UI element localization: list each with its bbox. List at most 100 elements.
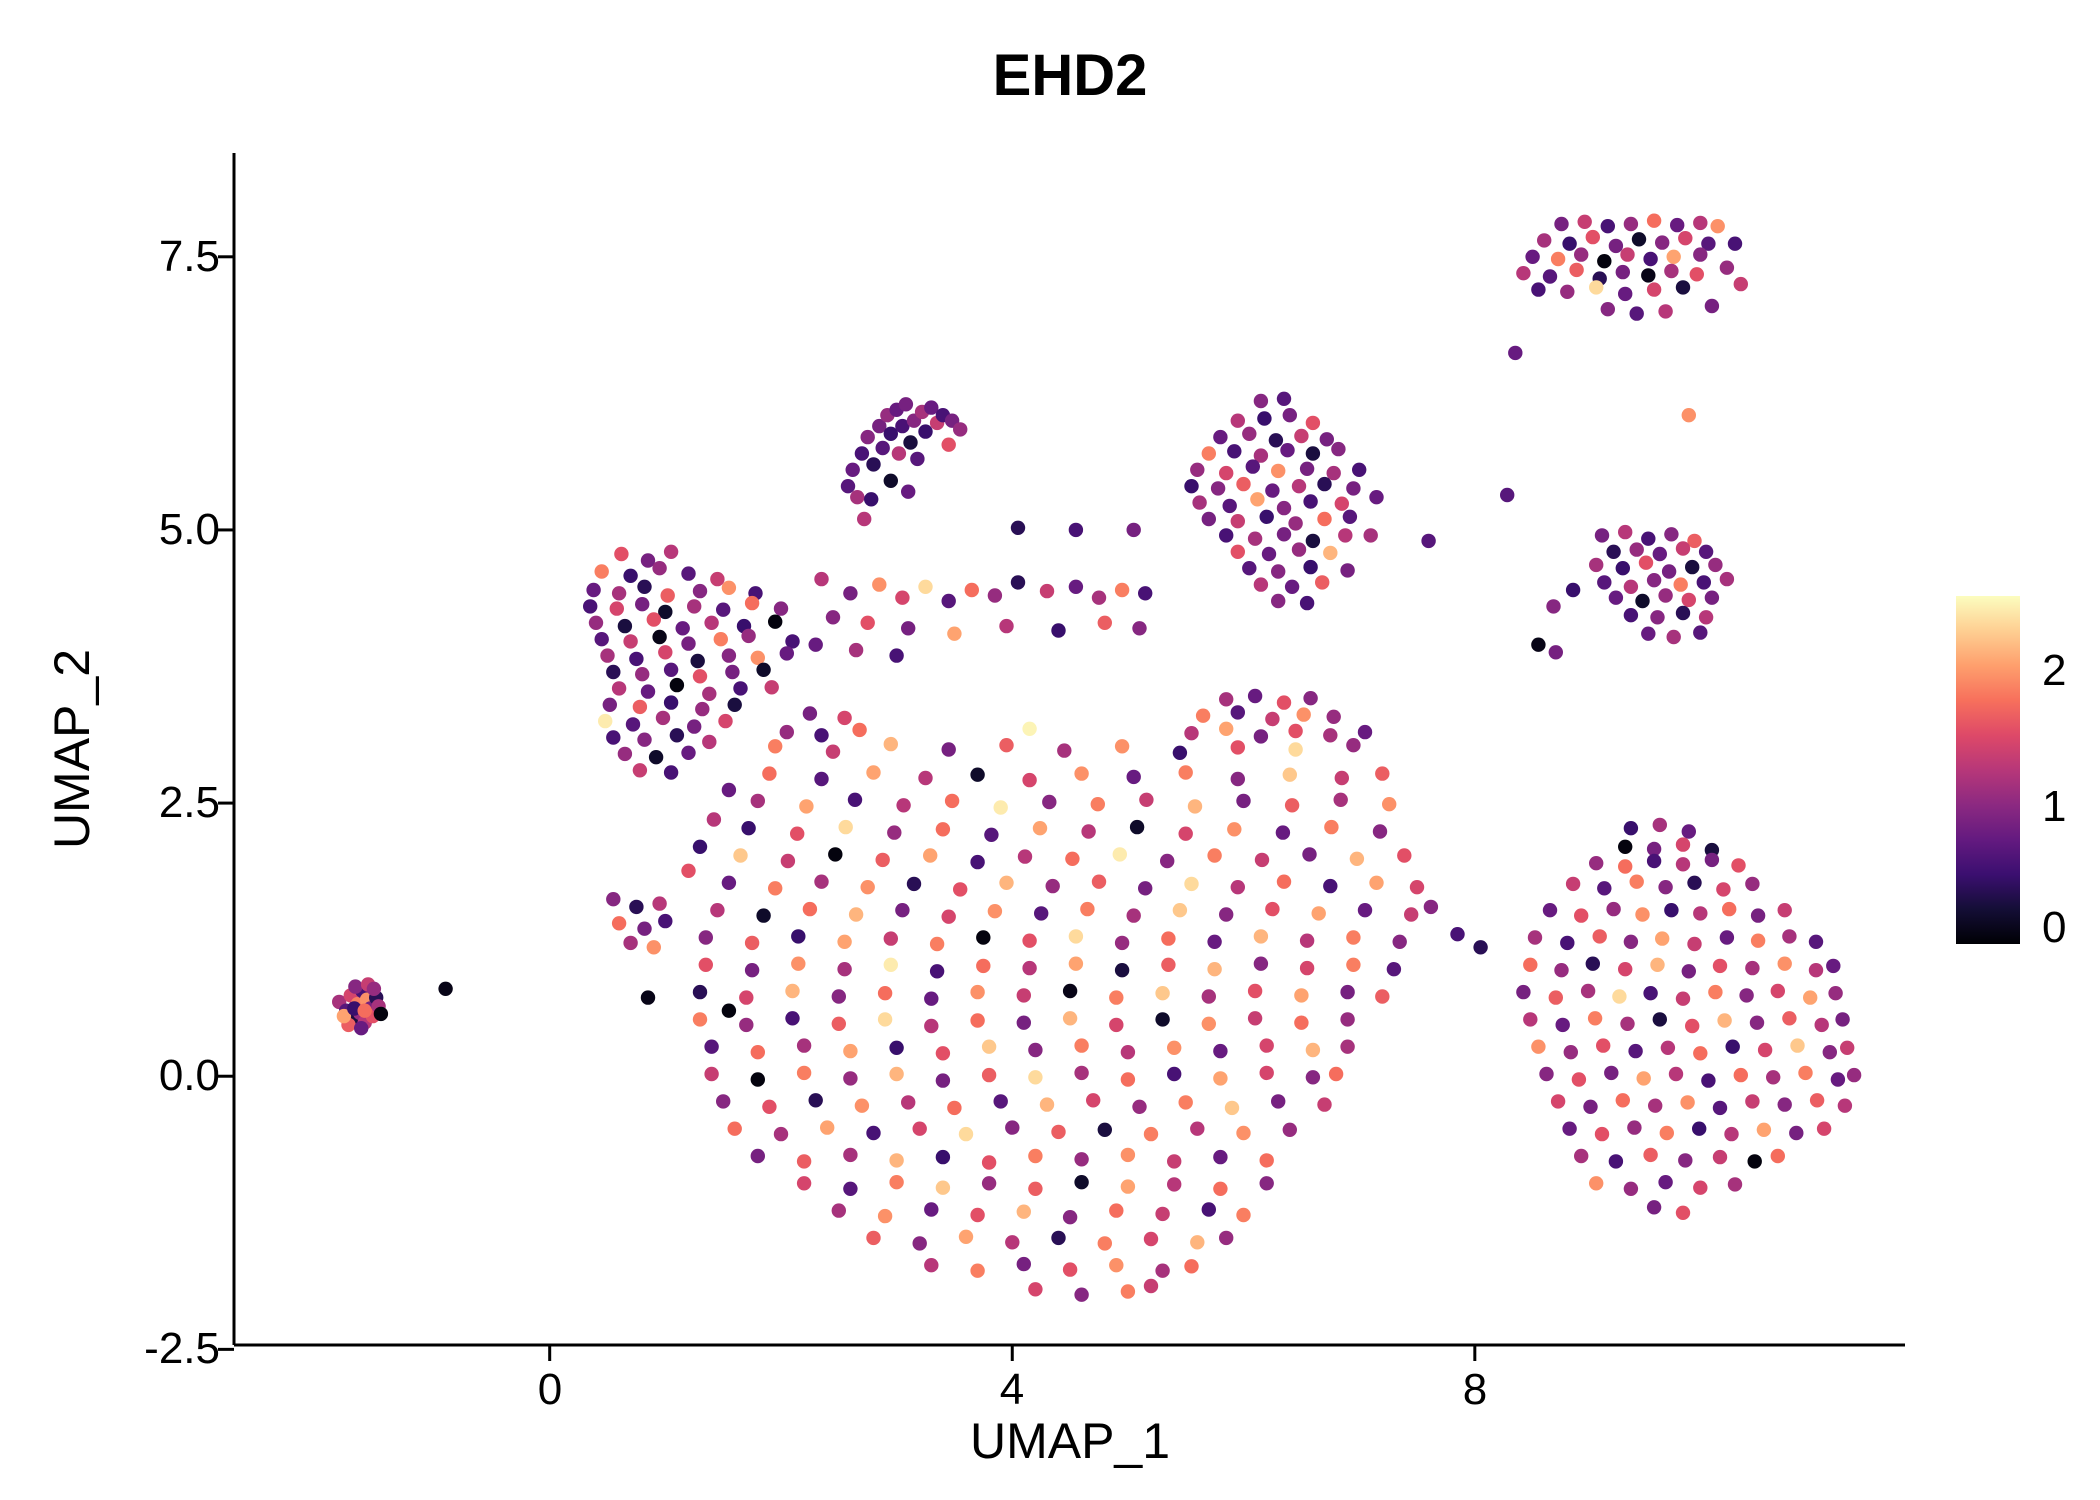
data-point bbox=[831, 1016, 846, 1031]
data-point bbox=[1357, 724, 1373, 740]
data-point bbox=[1265, 711, 1280, 727]
data-point bbox=[692, 1012, 708, 1027]
data-point bbox=[1184, 726, 1199, 741]
data-point bbox=[1722, 901, 1737, 917]
data-point bbox=[1311, 906, 1326, 921]
data-point bbox=[1346, 481, 1361, 496]
data-point bbox=[1745, 876, 1760, 892]
data-point bbox=[713, 632, 728, 647]
plot-title: EHD2 bbox=[992, 43, 1148, 108]
data-point bbox=[1675, 837, 1691, 852]
data-point bbox=[903, 435, 918, 450]
data-point bbox=[808, 1093, 823, 1108]
data-point bbox=[825, 744, 841, 759]
data-point bbox=[725, 664, 740, 680]
data-point bbox=[1302, 847, 1317, 862]
data-point bbox=[1615, 1093, 1631, 1108]
data-point bbox=[1629, 306, 1644, 321]
data-point bbox=[1254, 852, 1270, 868]
data-point bbox=[1826, 958, 1841, 974]
data-point bbox=[1129, 819, 1145, 835]
data-point bbox=[1828, 986, 1843, 1001]
data-point bbox=[872, 577, 887, 592]
data-point bbox=[1363, 528, 1378, 543]
data-point bbox=[889, 1153, 904, 1168]
data-point bbox=[847, 792, 863, 807]
data-point bbox=[1294, 428, 1309, 444]
data-point bbox=[1701, 236, 1716, 251]
data-point bbox=[1282, 1122, 1298, 1138]
data-point bbox=[1326, 465, 1341, 481]
data-point bbox=[1664, 903, 1679, 918]
data-point bbox=[791, 956, 806, 971]
data-point bbox=[1712, 1149, 1728, 1165]
data-point bbox=[663, 544, 679, 559]
data-point bbox=[1777, 903, 1792, 918]
data-point bbox=[1178, 1095, 1193, 1110]
data-point bbox=[1167, 1040, 1182, 1056]
data-point bbox=[1423, 899, 1439, 915]
data-point bbox=[637, 579, 652, 594]
data-point bbox=[1594, 1126, 1610, 1142]
data-point bbox=[814, 728, 829, 743]
data-point bbox=[901, 1095, 916, 1110]
data-point bbox=[1213, 1181, 1228, 1197]
data-point bbox=[1668, 1066, 1684, 1082]
data-point bbox=[1643, 1147, 1658, 1163]
data-point bbox=[1685, 559, 1700, 575]
data-point bbox=[1219, 1230, 1234, 1246]
data-point bbox=[854, 1098, 870, 1113]
data-point bbox=[637, 921, 652, 936]
data-point bbox=[1766, 1070, 1781, 1085]
data-point bbox=[883, 473, 898, 488]
data-point bbox=[594, 564, 609, 579]
data-point bbox=[1253, 956, 1269, 971]
data-point bbox=[702, 686, 717, 701]
data-point bbox=[1349, 851, 1365, 866]
data-point bbox=[652, 629, 667, 645]
data-point bbox=[1303, 494, 1318, 509]
data-point bbox=[1629, 874, 1644, 889]
data-point bbox=[1319, 432, 1335, 447]
data-point bbox=[1160, 853, 1175, 869]
data-point bbox=[1675, 605, 1691, 621]
data-point bbox=[1749, 1015, 1765, 1030]
data-point bbox=[1303, 691, 1318, 706]
data-point bbox=[1138, 881, 1153, 896]
data-point bbox=[1375, 766, 1390, 781]
data-point bbox=[1563, 1045, 1579, 1060]
data-point bbox=[750, 1148, 765, 1164]
data-point bbox=[718, 713, 733, 729]
data-point bbox=[1658, 880, 1673, 895]
data-point bbox=[1652, 817, 1668, 833]
data-point bbox=[1065, 851, 1080, 866]
data-point bbox=[1623, 1181, 1639, 1197]
data-point bbox=[1623, 216, 1639, 232]
data-point bbox=[1587, 1011, 1603, 1026]
data-point bbox=[1242, 561, 1257, 576]
data-point bbox=[1005, 1235, 1020, 1250]
data-point bbox=[675, 621, 690, 636]
data-point bbox=[1342, 509, 1358, 524]
data-point bbox=[1750, 908, 1766, 923]
data-point bbox=[1230, 514, 1246, 529]
data-point bbox=[1305, 533, 1321, 549]
data-point bbox=[1727, 1177, 1743, 1192]
data-point bbox=[750, 793, 765, 809]
data-point bbox=[1733, 1067, 1749, 1083]
data-point bbox=[1531, 282, 1546, 297]
data-point bbox=[1080, 901, 1095, 917]
data-point bbox=[1271, 463, 1286, 479]
data-point bbox=[1638, 555, 1654, 570]
data-point bbox=[1028, 1148, 1043, 1164]
data-point bbox=[1550, 251, 1566, 267]
data-point bbox=[1837, 1098, 1853, 1113]
data-point bbox=[1641, 268, 1656, 283]
data-point bbox=[1589, 856, 1604, 871]
data-point bbox=[1658, 304, 1673, 319]
data-point bbox=[606, 730, 621, 745]
data-point bbox=[1597, 575, 1612, 590]
data-point bbox=[640, 553, 656, 568]
data-point bbox=[1627, 1120, 1642, 1135]
data-point bbox=[1620, 247, 1635, 262]
